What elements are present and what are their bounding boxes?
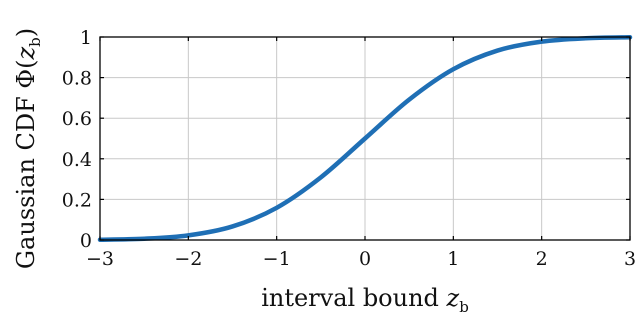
x-tick-label: −2 [174,248,202,270]
y-axis-title-close: ) [12,28,40,37]
y-axis-title-sub: b [26,37,44,47]
y-tick-label: 0.4 [62,149,92,171]
y-axis-title: Gaussian CDF Φ(zb) [12,28,44,269]
y-tick-label: 0.6 [62,108,92,130]
y-tick-label: 1 [80,27,92,49]
x-axis-title-var: z [446,284,460,312]
tick-labels: −3 −2 −1 0 1 2 300.20.40.60.81 [62,27,636,270]
x-tick-label: 0 [359,248,371,270]
x-axis-title-main: interval bound [261,284,446,312]
x-axis-title-sub: b [459,298,469,316]
x-tick-label: 3 [624,248,636,270]
x-axis-title: interval bound zb [261,284,469,316]
y-axis-title-var: z [12,47,40,61]
x-tick-label: 2 [536,248,548,270]
x-tick-label: 1 [447,248,459,270]
y-tick-label: 0 [80,230,92,252]
y-axis-title-main: Gaussian CDF Φ( [12,60,40,270]
y-tick-label: 0.2 [62,189,92,211]
y-tick-label: 0.8 [62,68,92,90]
x-tick-label: −1 [263,248,291,270]
